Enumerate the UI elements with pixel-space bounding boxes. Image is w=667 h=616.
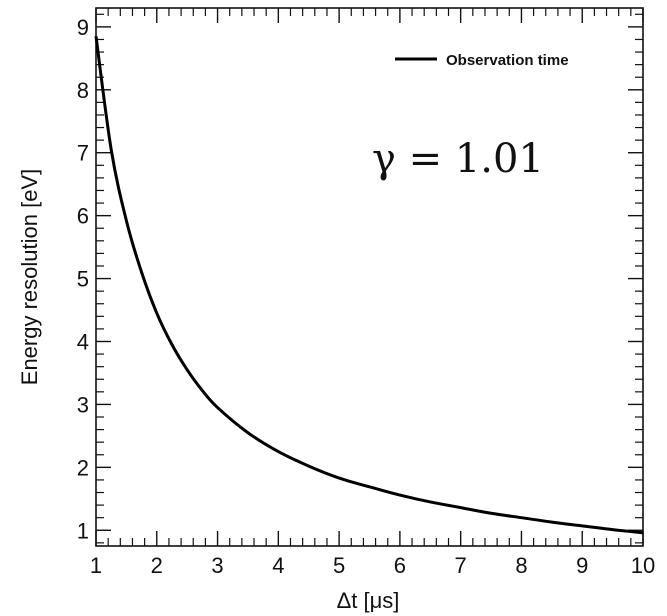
gamma-annotation: γ = 1.01 xyxy=(372,136,544,182)
y-axis-label: Energy resolution [eV] xyxy=(17,169,42,385)
axis-ticks xyxy=(95,8,644,546)
y-tick-label: 7 xyxy=(77,141,89,166)
y-tick-label: 5 xyxy=(77,267,89,292)
x-tick-label: 4 xyxy=(272,553,284,578)
plot-frame xyxy=(95,7,644,547)
y-tick-label: 4 xyxy=(77,329,89,354)
x-tick-label: 3 xyxy=(211,553,223,578)
y-tick-label: 1 xyxy=(77,518,89,543)
x-tick-label: 2 xyxy=(151,553,163,578)
y-tick-label: 9 xyxy=(77,15,89,40)
y-tick-label: 8 xyxy=(77,78,89,103)
x-tick-label: 7 xyxy=(455,553,467,578)
series-line-observation-time xyxy=(94,36,644,535)
tick-labels: 1 2 3 4 5 6 7 8 9 10 1 2 3 4 5 6 7 8 9 xyxy=(77,15,655,578)
legend-label-observation-time: Observation time xyxy=(446,52,569,69)
y-tick-label: 6 xyxy=(77,204,89,229)
y-tick-label: 3 xyxy=(77,392,89,417)
x-tick-label: 1 xyxy=(90,553,102,578)
x-tick-label: 9 xyxy=(576,553,588,578)
legend: Observation time xyxy=(395,52,569,69)
y-tick-label: 2 xyxy=(77,455,89,480)
x-tick-label: 5 xyxy=(333,553,345,578)
x-tick-label: 8 xyxy=(515,553,527,578)
x-axis-label: Δt [μs] xyxy=(337,588,400,613)
x-tick-label: 10 xyxy=(631,553,655,578)
plot-area xyxy=(95,7,644,547)
x-tick-label: 6 xyxy=(394,553,406,578)
